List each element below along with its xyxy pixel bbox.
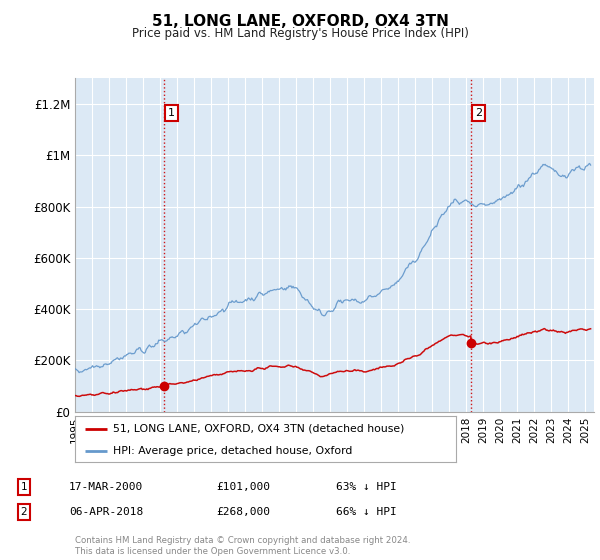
Text: 63% ↓ HPI: 63% ↓ HPI [336,482,397,492]
Text: 66% ↓ HPI: 66% ↓ HPI [336,507,397,517]
Text: £268,000: £268,000 [216,507,270,517]
Text: 1: 1 [168,108,175,118]
Text: 51, LONG LANE, OXFORD, OX4 3TN: 51, LONG LANE, OXFORD, OX4 3TN [152,14,448,29]
Text: 1: 1 [20,482,28,492]
Text: Contains HM Land Registry data © Crown copyright and database right 2024.
This d: Contains HM Land Registry data © Crown c… [75,536,410,556]
Text: 17-MAR-2000: 17-MAR-2000 [69,482,143,492]
Text: HPI: Average price, detached house, Oxford: HPI: Average price, detached house, Oxfo… [113,446,352,455]
Text: Price paid vs. HM Land Registry's House Price Index (HPI): Price paid vs. HM Land Registry's House … [131,27,469,40]
Text: 06-APR-2018: 06-APR-2018 [69,507,143,517]
Text: 2: 2 [20,507,28,517]
Text: 2: 2 [475,108,482,118]
Text: £101,000: £101,000 [216,482,270,492]
Text: 51, LONG LANE, OXFORD, OX4 3TN (detached house): 51, LONG LANE, OXFORD, OX4 3TN (detached… [113,424,404,434]
